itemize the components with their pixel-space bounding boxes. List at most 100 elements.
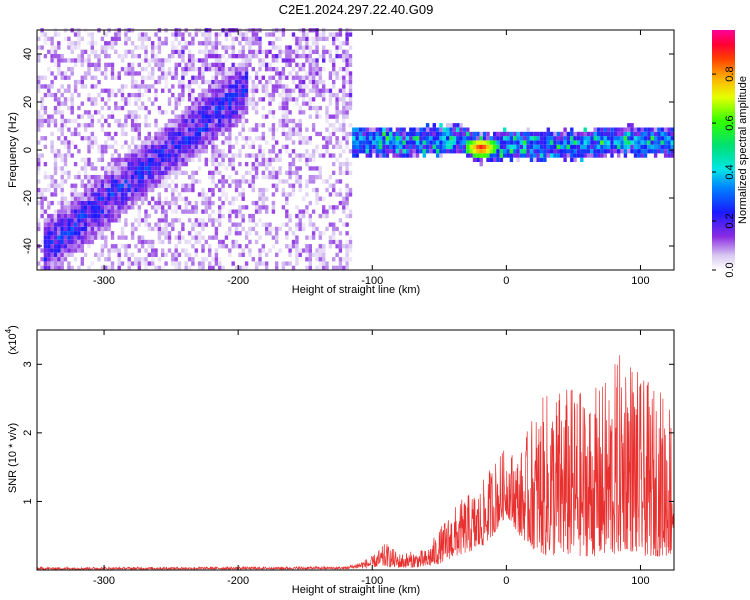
spectrogram-cell (627, 144, 631, 149)
spectrogram-cell (204, 131, 208, 137)
spectrogram-cell (536, 149, 540, 154)
spectrogram-cell (362, 149, 366, 154)
spectrogram-cell (177, 97, 182, 102)
spectrogram-cell (345, 101, 349, 106)
spectrogram-cell (244, 32, 249, 37)
spectrogram-cell (87, 187, 91, 193)
svg-text:(x104): (x104) (4, 325, 19, 355)
spectrogram-cell (120, 131, 125, 137)
spectrogram-cell (204, 209, 208, 214)
spectrogram-cell (493, 140, 497, 145)
spectrogram-cell (97, 92, 101, 98)
spectrogram-cell (291, 183, 296, 188)
spectrogram-cell (171, 170, 175, 175)
spectrogram-cell (285, 58, 289, 63)
spectrogram-cell (83, 175, 88, 180)
spectrogram-cell (234, 209, 239, 214)
spectrogram-cell (161, 67, 165, 72)
spectrogram-cell (375, 149, 379, 154)
spectrogram-cell (348, 235, 353, 240)
spectrogram-cell (389, 131, 393, 137)
spectrogram-cell (157, 140, 162, 145)
spectrogram-cell (566, 131, 571, 137)
spectrogram-cell (415, 149, 420, 154)
spectrogram-cell (663, 149, 668, 154)
spectrogram-cell (90, 84, 94, 89)
spectrogram-cell (295, 71, 299, 76)
spectrogram-cell (550, 153, 554, 158)
spectrogram-cell (422, 153, 426, 158)
spectrogram-cell (278, 45, 282, 50)
spectrogram-cell (117, 252, 121, 257)
spectrogram-cell (345, 162, 349, 167)
spectrogram-cell (177, 196, 182, 201)
spectrogram-cell (90, 205, 94, 210)
spectrogram-cell (174, 123, 178, 128)
snr-y-ticks: 123 (22, 361, 674, 504)
spectrogram-cell (335, 179, 339, 184)
spectrogram-cell (482, 131, 487, 137)
spectrogram-cell (211, 92, 215, 98)
spectrogram-cell (429, 131, 433, 137)
spectrogram-cell (214, 101, 219, 106)
spectrogram-cell (211, 62, 215, 67)
spectrogram-cell (415, 153, 420, 158)
spectrogram-cell (140, 144, 145, 149)
spectrogram-cell (305, 32, 309, 37)
spectrogram-cell (218, 114, 222, 119)
spectrogram-cell (181, 196, 185, 201)
spectrogram-cell (140, 153, 145, 158)
spectrogram-cell (218, 92, 222, 98)
spectrogram-cell (392, 144, 396, 149)
spectrogram-cell (268, 75, 272, 80)
spectrogram-cell (157, 257, 162, 262)
spectrogram-cell (70, 252, 74, 257)
spectrogram-cell (197, 118, 202, 124)
spectrogram-cell (177, 92, 182, 98)
spectrogram-cell (60, 239, 64, 245)
spectrogram-cell (201, 62, 205, 67)
spectrogram-cell (214, 45, 219, 50)
spectrogram-cell (271, 183, 276, 188)
spectrogram-cell (174, 114, 178, 119)
spectrogram-cell (617, 131, 621, 137)
spectrogram-cell (311, 222, 316, 227)
spectrogram-cell (171, 200, 175, 206)
spectrogram-cell (322, 261, 326, 266)
spectrogram-cell (546, 140, 550, 145)
spectrogram-cell (308, 235, 312, 240)
spectrogram-cell (355, 136, 359, 141)
spectrogram-cell (221, 192, 225, 197)
spectrogram-cell (254, 110, 259, 115)
spectrogram-cell (214, 41, 219, 46)
spectrogram-cell (161, 41, 165, 46)
spectrogram-cell (194, 179, 198, 184)
spectrogram-cell (493, 144, 497, 149)
spectrogram-cell (241, 71, 245, 76)
spectrogram-cell (563, 144, 567, 149)
spectrogram-cell (40, 84, 44, 89)
spectrogram-cell (110, 209, 115, 214)
spectrogram-cell (73, 162, 78, 167)
spectrogram-cell (275, 79, 279, 85)
spectrogram-cell (268, 153, 272, 158)
spectrogram-cell (221, 213, 225, 219)
spectrogram-cell (291, 192, 296, 197)
spectrogram-cell (315, 41, 319, 46)
spectrogram-cell (73, 239, 78, 245)
spectrogram-cell (164, 226, 168, 232)
spectrogram-cell (536, 157, 540, 162)
spectrogram-cell (244, 162, 249, 167)
spectrogram-cell (506, 140, 510, 145)
spectrogram-cell (238, 97, 242, 102)
spectrogram-cell (140, 140, 145, 145)
spectrogram-cell (285, 92, 289, 98)
spectrogram-cell (268, 226, 272, 232)
spectrogram-cell (154, 123, 158, 128)
spectrogram-cell (37, 118, 41, 124)
spectrogram-cell (60, 54, 64, 59)
spectrogram-cell (261, 200, 265, 206)
spectrogram-cell (338, 153, 343, 158)
spectrogram-cell (57, 58, 61, 63)
spectrogram-cell (556, 131, 561, 137)
